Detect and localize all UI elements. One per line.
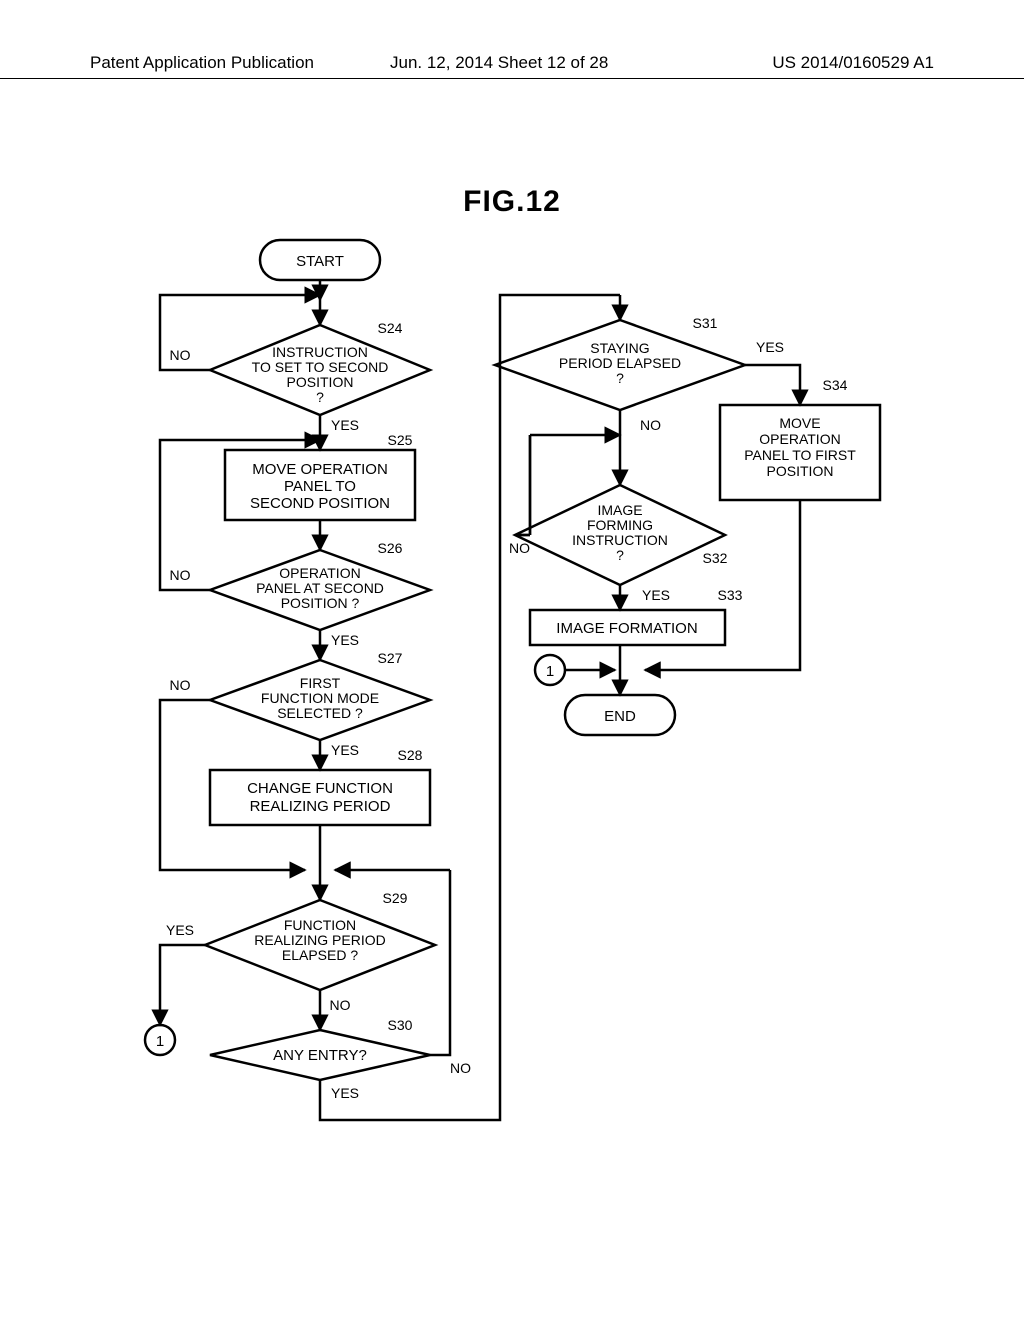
svg-text:NO: NO (509, 540, 530, 556)
s28-id: S28 (398, 747, 423, 763)
svg-text:PANEL TO FIRST: PANEL TO FIRST (744, 447, 856, 463)
s34-id: S34 (823, 377, 848, 393)
svg-text:PANEL TO: PANEL TO (284, 478, 356, 495)
flowchart: START S24 INSTRUCTION TO SET TO SECOND P… (130, 230, 910, 1230)
end-label: END (604, 708, 636, 725)
header-left: Patent Application Publication (90, 53, 314, 73)
svg-text:YES: YES (331, 1085, 359, 1101)
s30-id: S30 (388, 1017, 413, 1033)
start-label: START (296, 253, 344, 270)
svg-text:ANY ENTRY?: ANY ENTRY? (273, 1047, 367, 1064)
svg-text:YES: YES (331, 742, 359, 758)
svg-text:PANEL AT SECOND: PANEL AT SECOND (256, 580, 384, 596)
s31-id: S31 (693, 315, 718, 331)
svg-text:YES: YES (756, 339, 784, 355)
flowchart-labels: START S24 INSTRUCTION TO SET TO SECOND P… (156, 253, 856, 1101)
svg-text:MOVE: MOVE (779, 415, 820, 431)
s26-id: S26 (378, 540, 403, 556)
header-middle: Jun. 12, 2014 Sheet 12 of 28 (390, 53, 608, 73)
s32-id: S32 (703, 550, 728, 566)
svg-text:?: ? (316, 389, 324, 405)
svg-text:TO SET TO SECOND: TO SET TO SECOND (252, 359, 389, 375)
svg-text:OPERATION: OPERATION (279, 565, 360, 581)
svg-text:INSTRUCTION: INSTRUCTION (572, 532, 668, 548)
svg-text:?: ? (616, 547, 624, 563)
page: Patent Application Publication Jun. 12, … (0, 0, 1024, 1320)
svg-text:FUNCTION: FUNCTION (284, 917, 356, 933)
svg-text:IMAGE: IMAGE (597, 502, 642, 518)
svg-text:ELAPSED ?: ELAPSED ? (282, 947, 358, 963)
s27-id: S27 (378, 650, 403, 666)
s33-id: S33 (718, 587, 743, 603)
svg-text:CHANGE FUNCTION: CHANGE FUNCTION (247, 780, 393, 797)
svg-text:NO: NO (170, 347, 191, 363)
svg-text:NO: NO (640, 417, 661, 433)
svg-text:POSITION: POSITION (767, 463, 834, 479)
svg-text:1: 1 (156, 1033, 164, 1050)
svg-text:STAYING: STAYING (590, 340, 649, 356)
svg-text:FIRST: FIRST (300, 675, 341, 691)
svg-text:NO: NO (170, 677, 191, 693)
svg-text:POSITION ?: POSITION ? (281, 595, 360, 611)
svg-text:POSITION: POSITION (287, 374, 354, 390)
svg-text:NO: NO (170, 567, 191, 583)
svg-text:NO: NO (330, 997, 351, 1013)
page-header: Patent Application Publication Jun. 12, … (0, 78, 1024, 85)
svg-text:PERIOD ELAPSED: PERIOD ELAPSED (559, 355, 681, 371)
s24-id: S24 (378, 320, 403, 336)
svg-text:YES: YES (166, 922, 194, 938)
svg-text:FORMING: FORMING (587, 517, 653, 533)
svg-text:YES: YES (331, 632, 359, 648)
svg-text:?: ? (616, 370, 624, 386)
svg-text:IMAGE FORMATION: IMAGE FORMATION (556, 620, 697, 637)
svg-text:SECOND POSITION: SECOND POSITION (250, 495, 390, 512)
s29-id: S29 (383, 890, 408, 906)
header-right: US 2014/0160529 A1 (772, 53, 934, 73)
svg-text:MOVE OPERATION: MOVE OPERATION (252, 461, 388, 478)
svg-text:YES: YES (331, 417, 359, 433)
svg-text:YES: YES (642, 587, 670, 603)
svg-text:REALIZING PERIOD: REALIZING PERIOD (250, 798, 391, 815)
svg-text:NO: NO (450, 1060, 471, 1076)
svg-text:INSTRUCTION: INSTRUCTION (272, 344, 368, 360)
s25-id: S25 (388, 432, 413, 448)
svg-text:REALIZING PERIOD: REALIZING PERIOD (254, 932, 385, 948)
svg-text:1: 1 (546, 663, 554, 680)
svg-text:FUNCTION MODE: FUNCTION MODE (261, 690, 379, 706)
svg-text:SELECTED ?: SELECTED ? (277, 705, 363, 721)
figure-title: FIG.12 (0, 185, 1024, 219)
svg-text:OPERATION: OPERATION (759, 431, 840, 447)
